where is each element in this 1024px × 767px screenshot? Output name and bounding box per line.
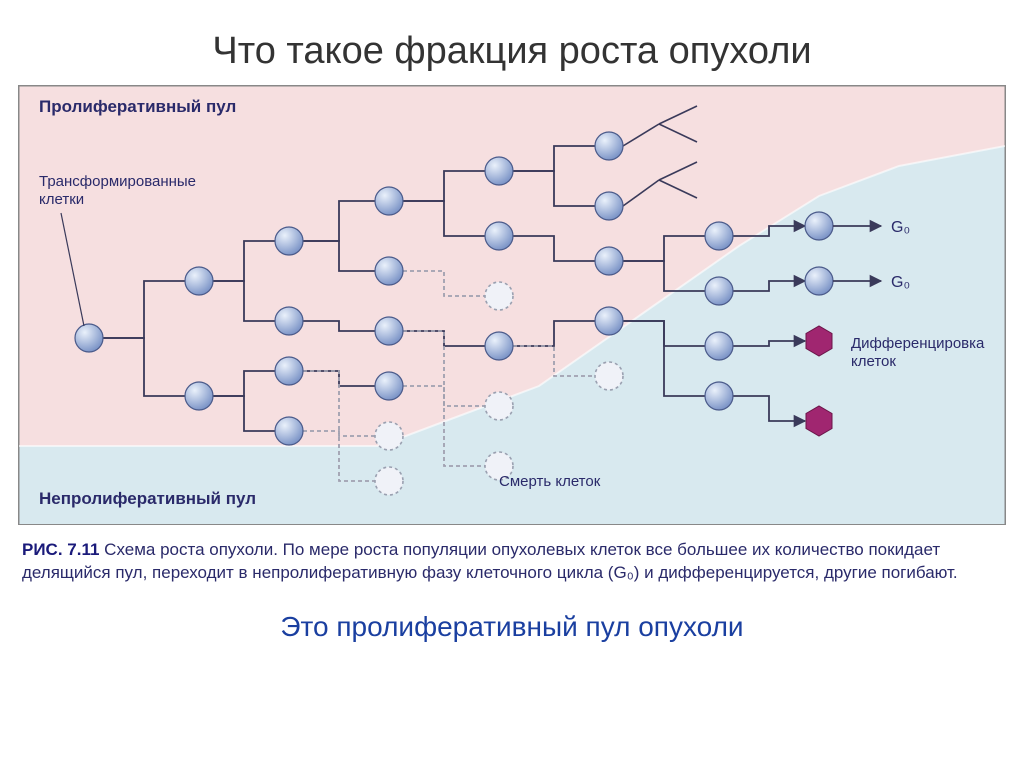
diagram-container: G₀ G₀ Пролиферативный пул Трансформированны… <box>18 85 1006 525</box>
tumor-growth-diagram: G₀ G₀ Пролиферативный пул Трансформированны… <box>19 86 1005 525</box>
caption-text: Схема роста опухоли. По мере роста попул… <box>22 540 958 582</box>
svg-text:клетки: клетки <box>39 191 84 208</box>
svg-text:клеток: клеток <box>851 353 896 370</box>
svg-text:Непролиферативный пул: Непролиферативный пул <box>39 489 256 508</box>
svg-text:G₀: G₀ <box>891 274 910 291</box>
svg-text:Трансформированные: Трансформированные <box>39 173 196 190</box>
figure-caption: РИС. 7.11 Схема роста опухоли. По мере р… <box>22 539 1002 585</box>
caption-lead: РИС. 7.11 <box>22 540 99 559</box>
svg-text:Смерть клеток: Смерть клеток <box>499 473 601 490</box>
svg-text:G₀: G₀ <box>891 219 910 236</box>
footer-text: Это пролиферативный пул опухоли <box>0 611 1024 643</box>
svg-text:Дифференцировка: Дифференцировка <box>851 335 985 352</box>
svg-text:Пролиферативный пул: Пролиферативный пул <box>39 97 236 116</box>
page-title: Что такое фракция роста опухоли <box>0 0 1024 85</box>
